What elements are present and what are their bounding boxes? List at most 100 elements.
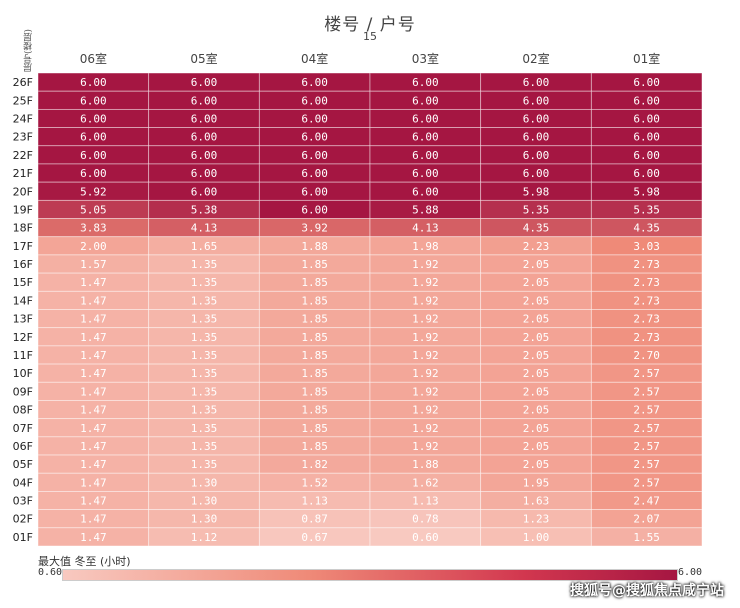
row-label: 04F (13, 476, 33, 489)
cell-value-label: 1.47 (80, 422, 107, 435)
cell-value-label: 2.05 (523, 367, 550, 380)
row-label: 05F (13, 458, 33, 471)
cell-value-label: 1.00 (523, 531, 550, 544)
cell-value-label: 1.47 (80, 495, 107, 508)
cell-value-label: 2.73 (633, 313, 660, 326)
row-label: 07F (13, 422, 33, 435)
row-label: 14F (13, 294, 33, 307)
cell-value-label: 1.92 (412, 349, 439, 362)
cell-value-label: 2.05 (523, 331, 550, 344)
legend-max-label: 6.00 (678, 567, 703, 578)
cell-value-label: 1.92 (412, 276, 439, 289)
cell-value-label: 6.00 (191, 76, 218, 89)
cell-value-label: 4.13 (191, 222, 218, 235)
cell-value-label: 1.85 (301, 313, 328, 326)
cell-value-label: 1.55 (633, 531, 660, 544)
cell-value-label: 6.00 (80, 131, 107, 144)
cell-value-label: 6.00 (523, 76, 550, 89)
cell-value-label: 1.13 (412, 495, 439, 508)
cell-value-label: 1.85 (301, 367, 328, 380)
cell-value-label: 1.35 (191, 331, 218, 344)
cell-value-label: 1.88 (412, 458, 439, 471)
cell-value-label: 6.00 (80, 76, 107, 89)
cell-value-label: 2.57 (633, 440, 660, 453)
cell-value-label: 1.85 (301, 404, 328, 417)
cell-value-label: 1.63 (523, 495, 550, 508)
cell-value-label: 1.92 (412, 294, 439, 307)
cell-value-label: 3.83 (80, 222, 107, 235)
row-label: 16F (13, 258, 33, 271)
cell-value-label: 2.70 (633, 349, 660, 362)
cell-value-label: 1.35 (191, 313, 218, 326)
cell-value-label: 1.65 (191, 240, 218, 253)
legend-title: 最大值 冬至 (小时) (38, 555, 131, 568)
cell-value-label: 4.13 (412, 222, 439, 235)
cell-value-label: 1.12 (191, 531, 218, 544)
row-label: 24F (13, 112, 33, 125)
cell-value-label: 6.00 (80, 112, 107, 125)
cell-value-label: 1.52 (301, 476, 328, 489)
cell-value-label: 1.35 (191, 258, 218, 271)
building-number: 15 (363, 30, 377, 43)
cell-value-label: 1.92 (412, 385, 439, 398)
cell-value-label: 6.00 (191, 149, 218, 162)
cell-value-label: 5.35 (523, 203, 550, 216)
cell-value-label: 2.05 (523, 313, 550, 326)
cell-value-label: 6.00 (80, 167, 107, 180)
cell-value-label: 1.47 (80, 349, 107, 362)
cell-value-label: 5.88 (412, 203, 439, 216)
row-label: 03F (13, 495, 33, 508)
cell-value-label: 1.35 (191, 276, 218, 289)
row-label: 18F (13, 222, 33, 235)
cell-value-label: 2.73 (633, 258, 660, 271)
cell-value-label: 6.00 (191, 167, 218, 180)
cell-value-label: 6.00 (412, 185, 439, 198)
cell-value-label: 0.67 (301, 531, 328, 544)
cell-value-label: 6.00 (633, 94, 660, 107)
cell-value-label: 6.00 (80, 94, 107, 107)
cell-value-label: 1.47 (80, 440, 107, 453)
cell-value-label: 6.00 (301, 149, 328, 162)
cell-value-label: 1.47 (80, 404, 107, 417)
cell-value-label: 1.92 (412, 313, 439, 326)
row-label: 21F (13, 167, 33, 180)
cell-value-label: 4.35 (523, 222, 550, 235)
cell-value-label: 5.38 (191, 203, 218, 216)
cell-value-label: 1.47 (80, 276, 107, 289)
row-label: 12F (13, 331, 33, 344)
cell-value-label: 1.35 (191, 385, 218, 398)
row-label: 19F (13, 203, 33, 216)
cell-value-label: 1.47 (80, 531, 107, 544)
cell-value-label: 5.05 (80, 203, 107, 216)
cell-value-label: 1.85 (301, 331, 328, 344)
cell-value-label: 1.85 (301, 422, 328, 435)
cell-value-label: 1.35 (191, 440, 218, 453)
row-label: 17F (13, 240, 33, 253)
cell-value-label: 1.85 (301, 440, 328, 453)
cell-value-label: 1.57 (80, 258, 107, 271)
cell-value-label: 6.00 (301, 112, 328, 125)
cell-value-label: 6.00 (633, 131, 660, 144)
column-label: 06室 (80, 51, 107, 66)
row-label: 01F (13, 531, 33, 544)
cell-value-label: 1.23 (523, 513, 550, 526)
cell-value-label: 2.57 (633, 476, 660, 489)
cell-value-label: 2.00 (80, 240, 107, 253)
cell-value-label: 5.98 (633, 185, 660, 198)
cell-value-label: 2.05 (523, 404, 550, 417)
row-label: 06F (13, 440, 33, 453)
cell-value-label: 6.00 (191, 131, 218, 144)
cell-value-label: 1.47 (80, 367, 107, 380)
cell-value-label: 0.78 (412, 513, 439, 526)
column-label: 05室 (190, 51, 217, 66)
cell-value-label: 1.92 (412, 367, 439, 380)
cell-value-label: 6.00 (301, 94, 328, 107)
cell-value-label: 1.35 (191, 367, 218, 380)
cell-value-label: 2.57 (633, 458, 660, 471)
cell-value-label: 1.92 (412, 422, 439, 435)
cell-value-label: 4.35 (633, 222, 660, 235)
cell-value-label: 6.00 (412, 149, 439, 162)
row-label: 26F (13, 76, 33, 89)
cell-value-label: 1.35 (191, 404, 218, 417)
cell-value-label: 6.00 (301, 185, 328, 198)
